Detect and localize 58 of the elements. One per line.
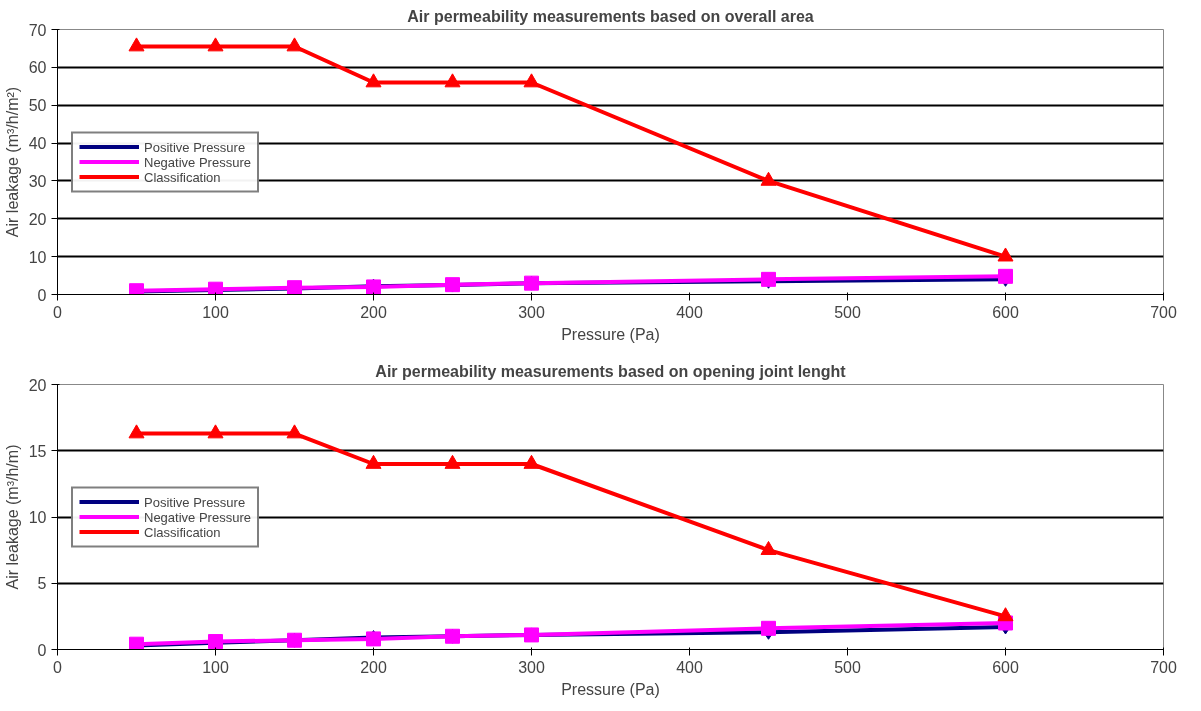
- x-tick-label: 500: [834, 658, 861, 676]
- x-tick-label: 500: [834, 303, 861, 321]
- point: [761, 620, 776, 636]
- y-tick-label: 15: [28, 442, 47, 460]
- x-tick-label: 400: [676, 658, 703, 676]
- point: [760, 171, 777, 186]
- x-axis-title: Pressure (Pa): [561, 680, 660, 698]
- x-tick-label: 0: [53, 303, 63, 321]
- point: [523, 73, 540, 88]
- legend-label: Positive Pressure: [144, 494, 246, 509]
- legend-label: Classification: [144, 169, 221, 184]
- y-tick-label: 10: [28, 509, 47, 526]
- x-tick-label: 700: [1150, 658, 1177, 676]
- x-tick-label: 100: [202, 658, 229, 676]
- y-axis-title: Air leakage (m³/h/m): [3, 444, 21, 590]
- x-tick-label: 300: [518, 303, 545, 321]
- y-tick-label: 0: [37, 286, 47, 304]
- point: [997, 607, 1014, 622]
- y-tick-label: 40: [28, 135, 47, 153]
- chart-title: Air permeability measurements based on opening joint lenght: [375, 362, 847, 380]
- x-tick-label: 400: [676, 303, 703, 321]
- y-tick-label: 10: [28, 248, 47, 266]
- y-tick-label: 20: [28, 376, 47, 394]
- point: [207, 424, 224, 439]
- point: [365, 73, 382, 88]
- x-tick-label: 200: [360, 303, 387, 321]
- point: [760, 540, 777, 555]
- chart-title: Air permeability measurements based on overall area: [407, 7, 814, 25]
- y-tick-label: 0: [37, 641, 47, 659]
- y-tick-label: 20: [28, 210, 47, 228]
- y-tick-label: 50: [28, 97, 47, 115]
- point: [365, 454, 382, 469]
- legend-label: Negative Pressure: [144, 154, 251, 169]
- x-tick-label: 600: [992, 303, 1019, 321]
- x-tick-label: 600: [992, 658, 1019, 676]
- y-tick-label: 5: [37, 575, 47, 593]
- y-axis-title: Air leakage (m³/h/m²): [3, 86, 21, 238]
- x-tick-label: 200: [360, 658, 387, 676]
- y-tick-label: 60: [28, 59, 47, 77]
- point: [997, 247, 1014, 262]
- point: [523, 454, 540, 469]
- y-tick-label: 30: [28, 172, 47, 190]
- legend-label: Negative Pressure: [144, 509, 251, 524]
- point: [128, 424, 145, 439]
- point: [207, 37, 224, 52]
- point: [286, 424, 303, 439]
- point: [444, 73, 461, 88]
- x-tick-label: 300: [518, 658, 545, 676]
- x-tick-label: 100: [202, 303, 229, 321]
- x-tick-label: 0: [53, 658, 63, 676]
- legend-label: Positive Pressure: [144, 139, 246, 154]
- y-tick-label: 70: [28, 21, 47, 39]
- legend-label: Classification: [144, 524, 221, 539]
- x-axis-title: Pressure (Pa): [561, 325, 660, 343]
- x-tick-label: 700: [1150, 303, 1177, 321]
- point: [286, 37, 303, 52]
- point: [444, 454, 461, 469]
- point: [128, 37, 145, 52]
